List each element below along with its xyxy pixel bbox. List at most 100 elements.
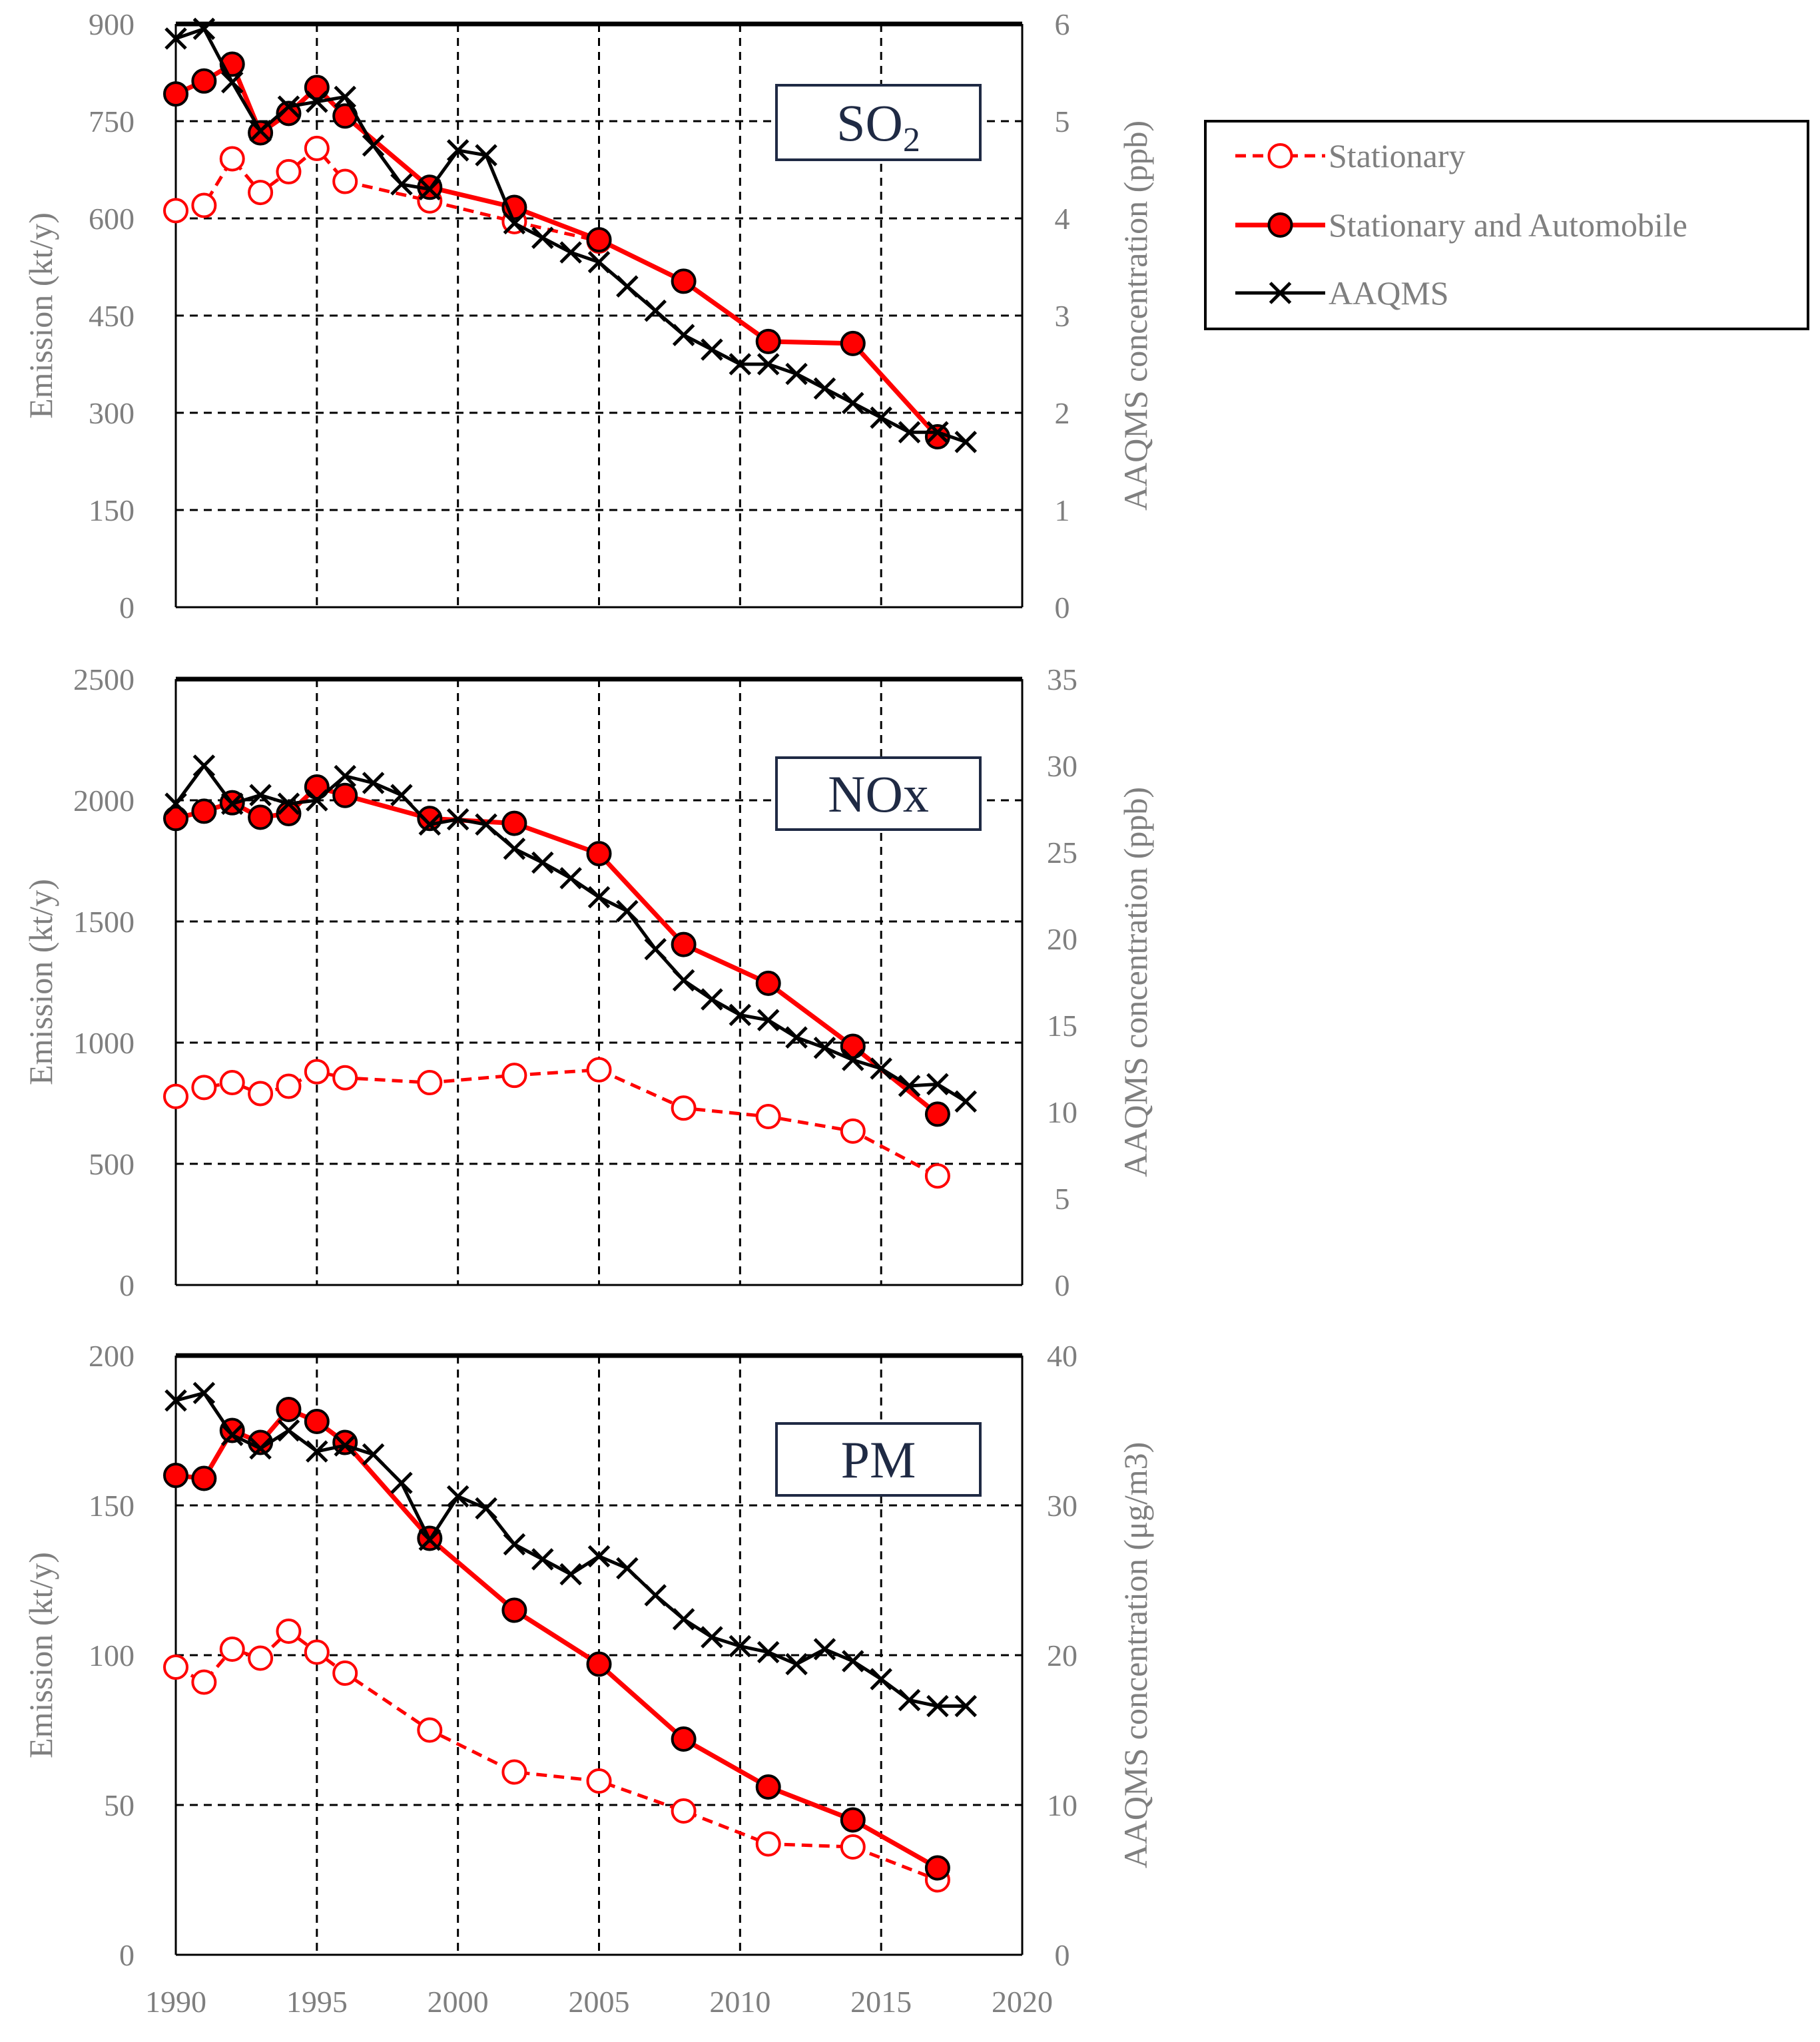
left-axis-title: Emission (kt/y) [22,1552,59,1758]
x-tick-label: 1995 [286,1985,348,2019]
point-aaqms [926,1694,949,1718]
point-aaqms [446,139,469,162]
legend: Stationary Stationary and Automobile AAQMS [1204,120,1809,330]
right-tick-label: 15 [1047,1009,1077,1043]
point-aaqms [559,1563,582,1586]
right-tick-label: 0 [1055,1938,1070,1972]
point-stationary [163,198,188,224]
panel-so2: 0 150 300 450 600 750 900 0 1 2 3 4 5 6 Emission (kt/y… [22,7,1154,625]
right-tick-label: 20 [1047,1639,1077,1672]
x-tick-label: 2000 [428,1985,489,2019]
right-tick-label: 4 [1055,202,1070,236]
point-aaqms [785,1026,808,1049]
x-tick-label: 1990 [145,1985,206,2019]
point-aaqms [531,1548,554,1571]
point-aaqms [701,988,723,1011]
right-axis-title: AAQMS concentration (ppb) [1117,121,1154,511]
right-tick-label: 5 [1055,1182,1070,1216]
point-aaqms [362,772,385,794]
point-aaqms [870,1668,892,1690]
point-aaqms [898,421,921,443]
point-aaqms [475,813,497,836]
point-aaqms [220,1423,244,1447]
point-stationary [586,1768,612,1794]
point-aaqms [757,1009,780,1031]
point-stationary [840,1834,866,1860]
point-aaqms [164,27,187,50]
point-stationary [755,1831,781,1857]
panel-label-box [775,756,982,831]
right-tick-label: 35 [1047,662,1077,696]
right-tick-label: 30 [1047,1489,1077,1523]
panel-nox: 0 500 1000 1500 2000 2500 0 5 10 15 20 25 30 35 Emissi… [22,662,1154,1302]
point-aaqms [390,173,413,196]
point-aaqms [475,144,497,166]
point-aaqms [926,1073,949,1096]
point-aaqms [362,134,385,157]
point-stationary [304,1639,330,1665]
point-aaqms [813,1037,836,1059]
point-aaqms [672,969,695,992]
point-aaqms [616,275,639,298]
point-combined [501,1597,527,1623]
point-stationary [501,1063,527,1089]
point-stationary [191,1669,217,1695]
panel-label-box [775,84,982,161]
left-tick-label: 900 [89,7,135,41]
point-aaqms [559,867,582,890]
series-line-stationary [174,1629,938,1882]
point-aaqms [954,1694,978,1718]
point-combined [332,1429,358,1455]
x-tick-label: 2010 [709,1985,770,2019]
point-aaqms [672,324,695,346]
point-aaqms [587,250,611,274]
point-stationary [417,1717,443,1743]
left-tick-label: 2500 [73,662,135,696]
point-combined [163,1463,188,1488]
panel-label-subscript: 2 [903,121,920,159]
point-aaqms [898,1075,921,1097]
point-stationary [219,1637,245,1662]
right-tick-label: 2 [1055,396,1070,430]
point-combined [671,931,697,957]
series-line-stationary [175,146,600,243]
left-tick-label: 1500 [73,905,135,939]
left-tick-label: 600 [89,202,135,236]
point-combined [586,1651,612,1677]
point-aaqms [390,1471,413,1495]
point-combined [671,268,697,294]
point-aaqms [362,1443,385,1466]
point-aaqms [757,1641,780,1664]
point-combined [924,1855,950,1881]
point-aaqms [503,838,526,860]
right-tick-label: 0 [1055,591,1070,625]
point-aaqms [475,1497,497,1520]
point-combined [671,1726,697,1752]
legend-marker-aaqms [1269,282,1292,304]
point-aaqms [306,91,328,113]
right-tick-label: 1 [1055,493,1070,527]
point-aaqms [559,241,582,264]
point-aaqms [220,71,244,94]
point-combined [924,1101,950,1127]
point-aaqms [870,1057,892,1080]
point-aaqms [701,1626,723,1649]
point-aaqms [587,886,611,909]
point-combined [840,330,866,356]
point-aaqms [390,784,413,806]
point-stationary [276,158,302,184]
left-tick-label: 1000 [73,1026,135,1060]
point-aaqms [842,1049,864,1071]
point-combined [276,1397,302,1422]
x-tick-label: 2015 [850,1985,912,2019]
point-stationary [671,1798,697,1824]
point-stationary [304,135,330,161]
point-aaqms [249,784,272,806]
left-tick-label: 200 [89,1339,135,1373]
point-combined [163,806,188,832]
left-tick-label: 300 [89,396,135,430]
x-tick-label: 2020 [992,1985,1053,2019]
point-aaqms [334,1434,356,1457]
